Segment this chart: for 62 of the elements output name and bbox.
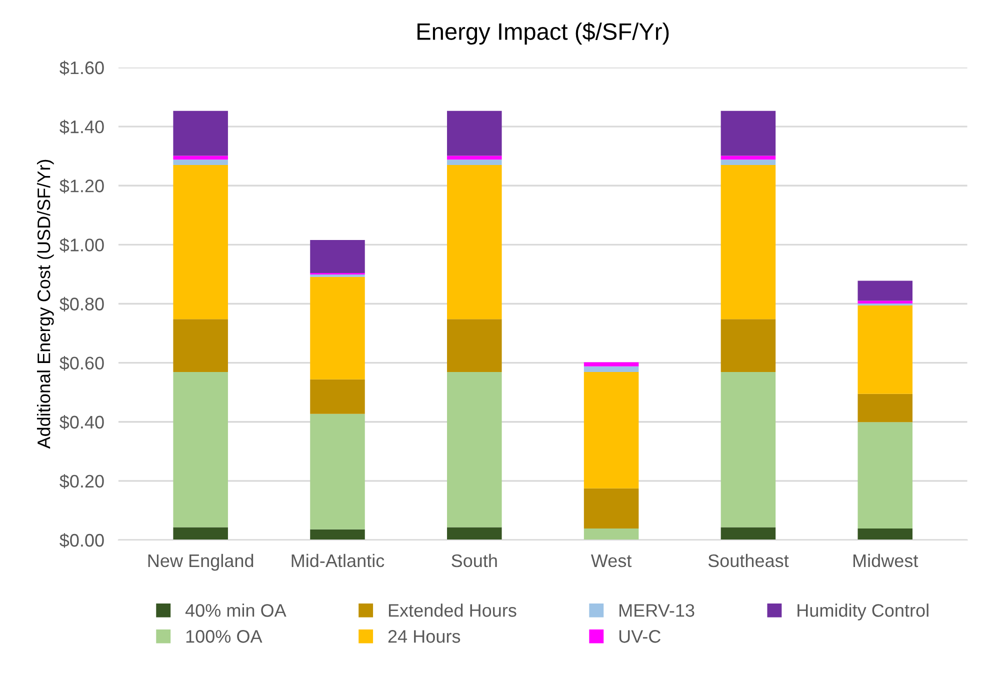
x-tick-label: South [452, 554, 497, 568]
legend-label: UV-C [619, 630, 661, 643]
legend-label: 40% min OA [185, 604, 286, 617]
bar [447, 527, 502, 540]
x-tick-label: New England [148, 554, 254, 571]
bar [447, 156, 502, 160]
bar [720, 527, 776, 540]
bar [584, 528, 639, 540]
bar [858, 300, 912, 304]
y-tick-label: $1.00 [60, 238, 104, 252]
bar [310, 240, 365, 274]
bar [447, 319, 502, 372]
bar [720, 372, 776, 528]
legend-label: 100% OA [186, 630, 262, 643]
y-tick-label: $1.40 [60, 120, 104, 134]
bar [858, 394, 912, 422]
bar [173, 164, 228, 320]
bar [858, 303, 912, 306]
bar [173, 160, 228, 165]
bar [310, 529, 365, 540]
bar [584, 372, 639, 488]
y-tick-label: $0.60 [60, 356, 104, 371]
bar [447, 164, 502, 320]
y-tick-label: $0.20 [60, 474, 104, 489]
y-tick-label: $0.00 [60, 533, 104, 548]
x-tick-label: Midwest [853, 554, 918, 568]
bar [310, 414, 365, 530]
legend-label: MERV-13 [620, 604, 694, 617]
bar [447, 160, 502, 165]
bar [447, 110, 502, 156]
bar [310, 379, 365, 414]
bar [858, 306, 912, 394]
bar [584, 362, 639, 366]
x-tick-label: Southeast [708, 554, 789, 568]
bar [447, 372, 502, 528]
bar [720, 164, 776, 320]
bar [720, 319, 776, 372]
y-tick-label: $1.20 [60, 178, 104, 194]
bar [858, 422, 912, 528]
y-tick-label: $0.80 [60, 296, 104, 312]
legend-label: Extended Hours [388, 604, 516, 617]
bar [173, 527, 228, 540]
bar [173, 319, 228, 372]
bar [173, 110, 228, 156]
legend-label: Humidity Control [798, 604, 928, 620]
bar [858, 280, 912, 301]
bar [173, 156, 228, 160]
x-tick-label: Mid-Atlantic [292, 554, 384, 568]
y-axis-title: Additional Energy Cost (USD/SF/Yr) [36, 160, 54, 449]
bar [584, 366, 639, 372]
bar [720, 156, 776, 160]
bar [858, 528, 912, 540]
bar [310, 276, 365, 380]
bar [720, 110, 776, 156]
chart-title: Energy Impact ($/SF/Yr) [418, 22, 669, 45]
y-tick-label: $0.40 [60, 415, 104, 430]
y-tick-label: $1.60 [60, 60, 104, 76]
bar [173, 372, 228, 528]
bar [720, 160, 776, 165]
bar [584, 488, 639, 528]
legend-label: 24 Hours [388, 630, 460, 643]
x-tick-label: West [590, 554, 632, 568]
